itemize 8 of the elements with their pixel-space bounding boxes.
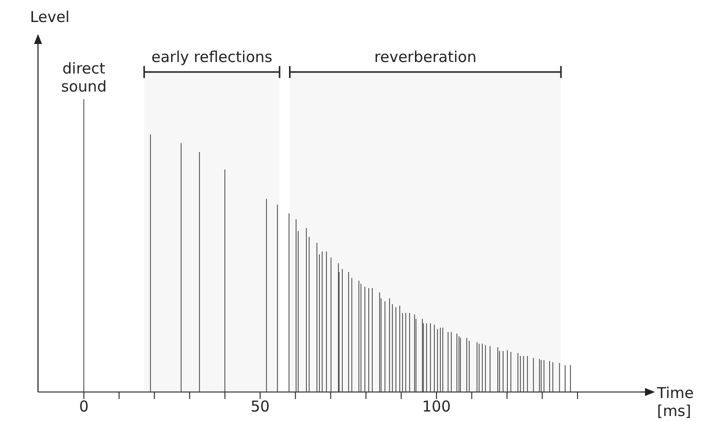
x-axis-title: Time [ms] <box>656 384 694 420</box>
x-tick-label: 50 <box>250 398 270 416</box>
x-tick-label: 100 <box>422 398 451 416</box>
y-axis-title: Level <box>30 8 70 26</box>
band-label: early reflections <box>151 48 272 66</box>
band-label: reverberation <box>374 48 476 66</box>
x-tick-label: 0 <box>79 398 89 416</box>
annotation: direct sound <box>61 59 107 96</box>
